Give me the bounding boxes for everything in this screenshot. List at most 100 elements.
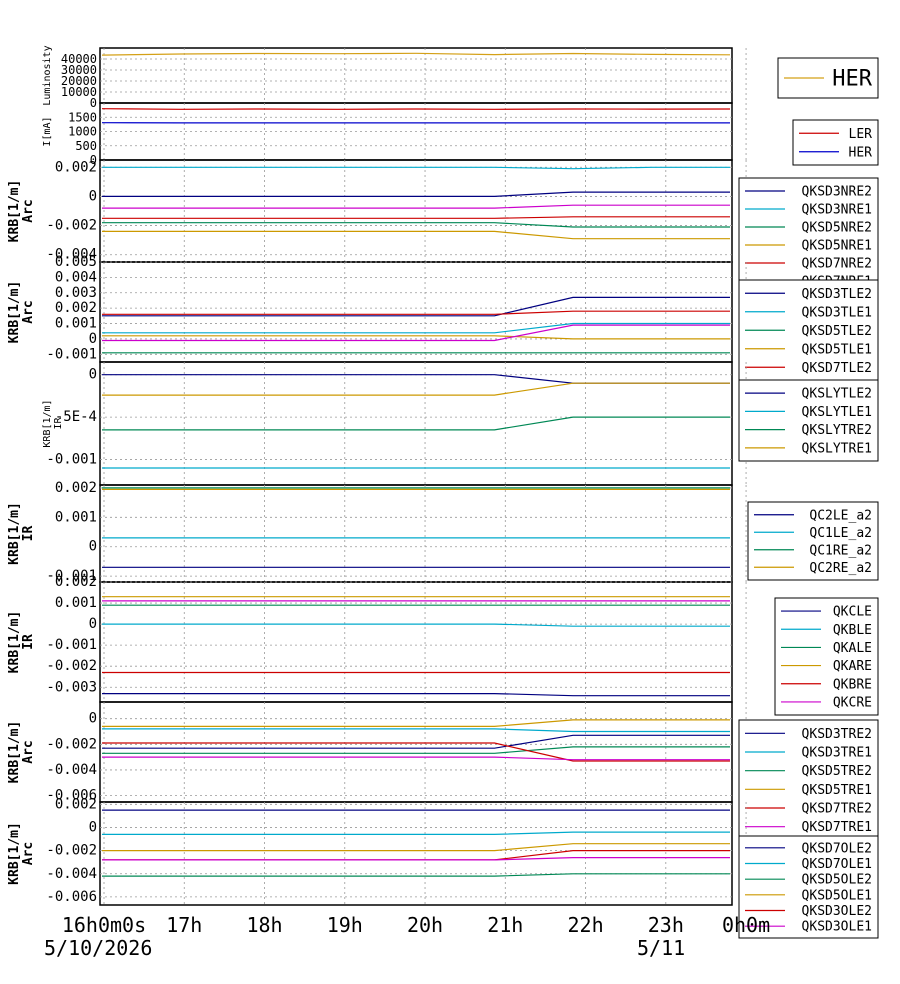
panel-frame xyxy=(99,47,733,104)
y-tick-label: 0.003 xyxy=(55,285,97,301)
y-axis-label: Arc xyxy=(21,842,36,865)
y-axis-label: KRB[1/m] xyxy=(7,180,22,243)
y-axis-label: KRB[1/m] xyxy=(7,822,22,885)
legend-label: QKALE xyxy=(833,641,872,656)
date-label: 5/11 xyxy=(637,936,685,960)
legend-label: QKCLE xyxy=(833,605,872,620)
y-tick-label: 10000 xyxy=(61,85,97,99)
legend-label: QC2LE_a2 xyxy=(809,508,872,523)
panel-8: 0 -0.002 -0.004 -0.006 KRB[1/m] Arc xyxy=(7,701,747,804)
y-tick-label: 30000 xyxy=(61,63,97,77)
legend-label: QKSD5OLE2 xyxy=(802,873,872,888)
legend-label: QKSD7TLE2 xyxy=(802,361,872,376)
y-tick-label: -5E-4 xyxy=(55,409,97,425)
legend-label: QKSD7OLE1 xyxy=(802,857,872,872)
panel-frame xyxy=(99,801,733,906)
series-line xyxy=(102,831,730,836)
y-tick-label: -0.004 xyxy=(46,247,97,263)
y-tick-label: -0.006 xyxy=(46,788,97,804)
legend-label: QKSD5TLE2 xyxy=(802,324,872,339)
x-tick-label: 16h0m0s xyxy=(62,913,146,937)
x-axis-dates: 5/10/2026 5/11 xyxy=(44,936,685,960)
series-line xyxy=(102,322,730,334)
legend-panel-1: HER xyxy=(777,57,879,99)
y-tick-label: 0 xyxy=(90,153,97,167)
series-line xyxy=(102,324,730,342)
x-tick-label: 22h xyxy=(567,913,603,937)
series-line xyxy=(102,856,730,861)
y-tick-label: -0.002 xyxy=(46,736,97,752)
legend-label: HER xyxy=(849,145,873,160)
legend-label: QKSLYTLE2 xyxy=(802,387,872,402)
legend-label: QKSD3OLE1 xyxy=(802,920,872,935)
series-line xyxy=(102,692,730,697)
y-axis-label: Arc xyxy=(21,740,36,763)
legend-box xyxy=(738,279,879,400)
legend-label: QC2RE_a2 xyxy=(809,561,872,576)
y-tick-label: 0 xyxy=(89,819,97,835)
legend-label: QKSD7TRE2 xyxy=(802,802,872,817)
y-tick-label: -0.003 xyxy=(46,679,97,695)
legend-label: QKSLYTRE1 xyxy=(802,441,872,456)
legend-label: LER xyxy=(849,127,873,142)
y-axis-label: KRB[1/m] xyxy=(42,399,53,447)
legend-box xyxy=(738,835,879,939)
y-axis-label: KRB[1/m] xyxy=(7,611,22,674)
y-tick-label: 0 xyxy=(90,96,97,110)
y-tick-label: -0.001 xyxy=(46,452,97,468)
legend-label: QKSD5NRE1 xyxy=(802,239,872,254)
legend-label: QKSD3NRE2 xyxy=(802,185,872,200)
y-tick-label: -0.006 xyxy=(46,889,97,905)
legend-panel-5: QKSLYTLE2 QKSLYTLE1 QKSLYTRE2 QKSLYTRE1 xyxy=(738,379,879,462)
y-tick-label: 0 xyxy=(89,367,97,383)
series-line xyxy=(102,222,730,228)
series-line xyxy=(102,746,730,754)
x-axis: 16h0m0s 17h 18h 19h 20h 21h 22h 23h 0h0m xyxy=(62,913,770,937)
y-tick-label: 0.002 xyxy=(55,574,97,590)
legend-panel-3: QKSD3NRE2 QKSD3NRE1 QKSD5NRE2 QKSD5NRE1 QKSD… xyxy=(738,177,879,295)
legend-label: QC1RE_a2 xyxy=(809,543,872,558)
y-tick-label: 0.002 xyxy=(55,159,97,175)
panel-frame xyxy=(99,361,733,486)
legend-label: QKBLE xyxy=(833,623,872,638)
legend-box xyxy=(792,119,879,166)
y-tick-label: -0.004 xyxy=(46,762,97,778)
series-line xyxy=(102,204,730,209)
y-tick-label: 0.002 xyxy=(55,300,97,316)
legend-label: QKSD3TLE2 xyxy=(802,287,872,302)
y-tick-label: -0.002 xyxy=(46,843,97,859)
legend-panel-8: QKSD3TRE2 QKSD3TRE1 QKSD5TRE2 QKSD5TRE1 QKSD… xyxy=(738,719,879,841)
legend-label: QKSD3NRE1 xyxy=(802,203,872,218)
y-axis-label: KRB[1/m] xyxy=(7,502,22,565)
y-tick-label: 0.005 xyxy=(55,254,97,270)
series-line xyxy=(101,52,731,56)
legend-label: QKSD7TRE1 xyxy=(802,820,872,835)
y-tick-label: 0.001 xyxy=(55,316,97,332)
x-tick-label: 0h0m xyxy=(722,913,770,937)
y-tick-label: 0 xyxy=(89,188,97,204)
y-tick-label: 0.002 xyxy=(55,480,97,496)
legend-label: QKSD7NRE2 xyxy=(802,257,872,272)
y-tick-label: -0.004 xyxy=(46,866,97,882)
legend-label: QKSD5TLE1 xyxy=(802,342,872,357)
y-axis-label: Arc xyxy=(21,199,36,222)
panel-9: 0.002 0 -0.002 -0.004 -0.006 KRB[1/m] Arc xyxy=(7,796,747,906)
y-axis-label: KRB[1/m] xyxy=(7,721,22,784)
series-line xyxy=(102,843,730,852)
panel-frame xyxy=(99,159,733,263)
x-tick-label: 23h xyxy=(648,913,684,937)
series-line xyxy=(101,108,731,110)
panel-7: 0.002 0.001 0 -0.001 -0.002 -0.003 KRB[1/m] IR xyxy=(7,574,747,703)
series-line xyxy=(102,310,730,315)
y-tick-label: -0.002 xyxy=(46,658,97,674)
y-axis-label: KRB[1/m] xyxy=(7,281,22,344)
legend-label: HER xyxy=(832,67,872,92)
y-axis-label: Arc xyxy=(21,300,36,323)
legend-label: QKBRE xyxy=(833,677,872,692)
y-tick-label: -0.001 xyxy=(46,346,97,362)
y-tick-label: 0 xyxy=(89,539,97,555)
